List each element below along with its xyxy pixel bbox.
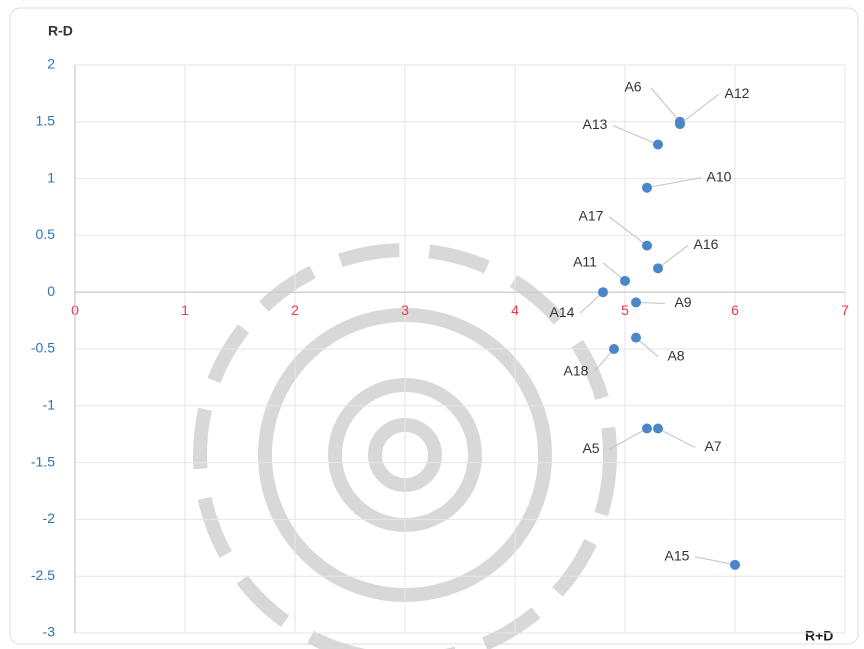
point-label: A14 (550, 304, 575, 320)
y-tick-label: 2 (47, 56, 55, 72)
y-tick-label: 1 (47, 169, 55, 185)
y-tick-label: -3 (43, 624, 56, 640)
point-label: A10 (707, 168, 732, 184)
y-tick-label: 0.5 (36, 226, 56, 242)
point-label: A9 (674, 294, 691, 310)
y-tick-label: 0 (47, 283, 55, 299)
point-label: A7 (704, 438, 721, 454)
chart: R-D R+D 21.510.50-0.5-1-1.5-2-2.5-301234… (0, 0, 864, 649)
y-tick-label: -1.5 (31, 453, 55, 469)
point-label: A13 (583, 116, 608, 132)
point (675, 119, 685, 129)
point (631, 297, 641, 307)
point (642, 424, 652, 434)
point (620, 276, 630, 286)
point-label: A16 (694, 236, 719, 252)
point (653, 140, 663, 150)
point-label: A15 (665, 548, 690, 564)
x-tick-label: 1 (181, 302, 189, 318)
point-label: A5 (582, 440, 599, 456)
point (642, 183, 652, 193)
y-tick-label: -1 (43, 397, 56, 413)
point-label: A8 (667, 347, 684, 363)
x-tick-label: 2 (291, 302, 299, 318)
point-label: A18 (564, 363, 589, 379)
x-tick-label: 5 (621, 302, 629, 318)
y-tick-label: -0.5 (31, 340, 55, 356)
point (598, 287, 608, 297)
point (609, 344, 619, 354)
point-label: A11 (573, 254, 597, 270)
point (653, 424, 663, 434)
x-tick-label: 6 (731, 302, 739, 318)
point (631, 333, 641, 343)
y-tick-label: 1.5 (36, 113, 56, 129)
x-axis-title: R+D (805, 628, 833, 644)
point-label: A17 (579, 207, 604, 223)
y-tick-label: -2.5 (31, 567, 55, 583)
x-tick-label: 7 (841, 302, 849, 318)
point-label: A12 (725, 85, 750, 101)
x-tick-label: 3 (401, 302, 409, 318)
point (730, 560, 740, 570)
point (653, 263, 663, 273)
y-axis-title: R-D (48, 23, 73, 39)
point (642, 241, 652, 251)
x-tick-label: 4 (511, 302, 519, 318)
chart-frame (10, 8, 858, 644)
y-tick-label: -2 (43, 510, 56, 526)
point-label: A6 (624, 79, 641, 95)
